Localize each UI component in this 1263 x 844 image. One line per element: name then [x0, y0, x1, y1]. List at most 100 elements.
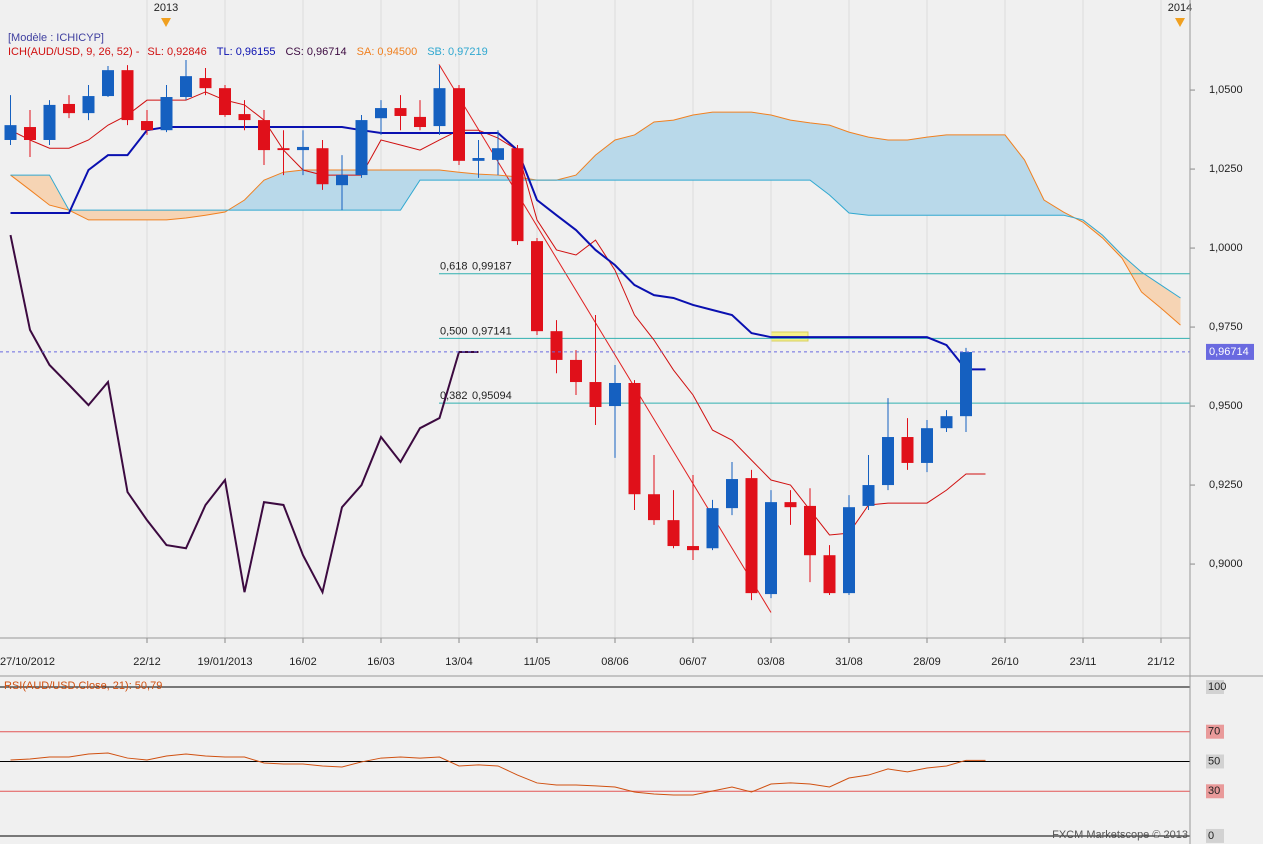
candle-body — [219, 88, 231, 116]
cloud — [400, 170, 420, 211]
candle-body — [765, 502, 777, 595]
legend-entry: TL: 0,96155 — [217, 46, 276, 58]
y-tick-label: 1,0000 — [1209, 242, 1243, 254]
cloud — [576, 155, 596, 181]
indicator-line — [10, 174, 1181, 299]
y-tick-label: 0,9250 — [1209, 479, 1243, 491]
cloud — [985, 134, 1005, 216]
indicator-label: ICH(AUD/USD, 9, 26, 52) - — [8, 46, 140, 58]
year-marker — [1175, 18, 1185, 27]
y-tick-label: 0,9750 — [1209, 321, 1243, 333]
rsi-line — [10, 752, 986, 796]
candle-body — [823, 555, 836, 594]
y-tick-label: 1,0250 — [1209, 163, 1243, 175]
candle-body — [297, 146, 309, 151]
candle-body — [667, 520, 680, 547]
candle-body — [706, 508, 719, 549]
cloud — [459, 172, 479, 181]
candle-body — [258, 120, 270, 151]
candle-body — [63, 103, 75, 114]
candle-body — [550, 331, 563, 360]
candle-body — [570, 359, 582, 383]
year-label: 2013 — [154, 2, 178, 14]
x-tick-label: 03/08 — [757, 656, 785, 668]
candle-body — [843, 507, 855, 594]
cloud — [829, 125, 849, 213]
rsi-tick-label: 70 — [1208, 726, 1220, 738]
fib-value: 0,97141 — [472, 325, 512, 337]
x-tick-label: 21/12 — [1147, 656, 1175, 668]
candle-body — [414, 116, 426, 128]
candle-body — [141, 121, 153, 131]
y-tick-label: 1,0500 — [1209, 84, 1243, 96]
cloud — [790, 120, 810, 181]
cloud — [966, 134, 986, 216]
candle-body — [238, 114, 251, 121]
y-tick-label: 0,9500 — [1209, 400, 1243, 412]
cloud — [946, 134, 966, 216]
cloud — [654, 120, 674, 181]
rsi-tick-label: 30 — [1208, 785, 1220, 797]
cloud — [1044, 200, 1064, 216]
cloud — [810, 122, 830, 195]
candle-body — [433, 88, 446, 127]
legend-entry: SL: 0,92846 — [147, 46, 206, 58]
legend-entry: SA: 0,94500 — [357, 46, 418, 58]
cloud — [1005, 134, 1025, 216]
candle-body — [43, 104, 56, 140]
candle-body — [901, 437, 914, 463]
candle-body — [316, 148, 329, 185]
candle-body — [355, 120, 368, 176]
candle-body — [394, 108, 407, 116]
candle-body — [784, 502, 797, 508]
candle-body — [24, 127, 36, 140]
candle-body — [609, 382, 621, 407]
x-tick-label: 26/10 — [991, 656, 1019, 668]
cloud — [244, 180, 264, 211]
cloud — [381, 170, 401, 211]
rsi-tick-label: 0 — [1208, 830, 1214, 842]
candle-body — [589, 382, 602, 408]
cloud — [595, 139, 615, 181]
x-tick-label: 06/07 — [679, 656, 707, 668]
candle-body — [511, 148, 524, 242]
candle-body — [472, 157, 485, 161]
cloud — [888, 139, 908, 216]
cloud — [927, 134, 947, 216]
cloud — [166, 210, 186, 220]
rsi-tick-box — [1206, 828, 1224, 843]
cloud — [420, 170, 440, 181]
current-price-box — [1206, 343, 1254, 360]
candle-body — [921, 428, 933, 463]
credit: FXCM Marketscope © 2013 — [1052, 829, 1188, 841]
cloud — [88, 210, 108, 220]
cloud — [693, 112, 713, 181]
candle-body — [336, 175, 348, 186]
fib-ratio: 0,500 — [440, 325, 468, 337]
fib-value: 0,95094 — [472, 390, 512, 402]
cloud — [127, 210, 147, 220]
candle-body — [4, 125, 17, 140]
x-tick-label: 27/10/2012 — [0, 656, 55, 668]
candle-body — [960, 352, 972, 417]
cloud — [361, 170, 381, 211]
candle-body — [726, 479, 738, 509]
current-price-label: 0,96714 — [1209, 346, 1249, 358]
candle-body — [804, 505, 816, 556]
legend-entry: SB: 0,97219 — [427, 46, 488, 58]
cloud — [732, 112, 752, 181]
candle-body — [102, 70, 114, 97]
candle-body — [648, 494, 660, 521]
cloud — [907, 137, 927, 216]
rsi-tick-box — [1206, 754, 1224, 769]
cloud — [147, 210, 167, 220]
legend-entry: CS: 0,96714 — [285, 46, 346, 58]
rsi-tick-box — [1206, 784, 1224, 799]
candle-body — [453, 88, 465, 161]
candle-body — [862, 485, 875, 506]
cloud — [186, 210, 206, 219]
indicator-line — [9, 234, 479, 596]
candle-body — [121, 70, 134, 121]
